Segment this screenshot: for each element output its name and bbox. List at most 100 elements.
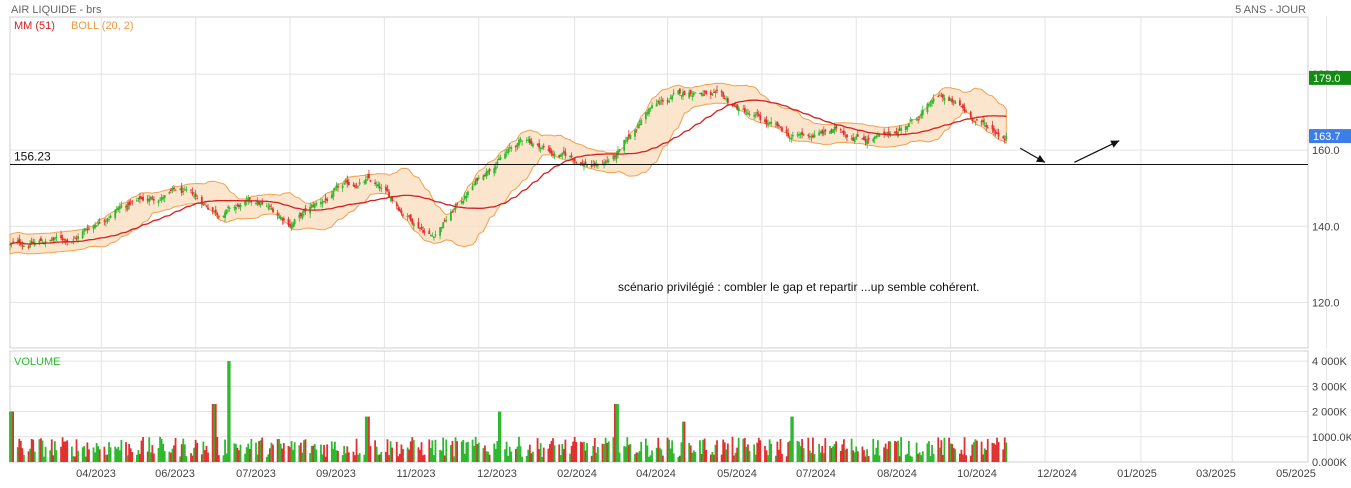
- volume-bar: [558, 444, 561, 462]
- volume-bar: [135, 454, 138, 462]
- volume-bar: [313, 444, 316, 462]
- volume-bar: [996, 437, 998, 462]
- candle-body: [606, 160, 609, 162]
- candle-body: [615, 153, 618, 160]
- candle-body: [53, 237, 56, 240]
- candle-body: [965, 110, 967, 112]
- volume-bar: [92, 447, 95, 462]
- candle-body: [225, 209, 228, 214]
- candle-body: [627, 134, 630, 137]
- candle-body: [626, 136, 629, 142]
- candle-body: [163, 195, 166, 198]
- candle-body: [298, 214, 301, 218]
- volume-bar: [12, 411, 14, 462]
- volume-bar: [43, 456, 45, 462]
- volume-bar: [465, 442, 468, 462]
- candle-body: [688, 92, 691, 98]
- volume-bar: [951, 444, 954, 462]
- volume-bar: [202, 441, 205, 462]
- candle-body: [790, 138, 793, 140]
- candle-body: [270, 207, 273, 210]
- volume-bar: [672, 453, 675, 462]
- candle-body: [278, 216, 281, 219]
- volume-bar: [352, 451, 355, 462]
- volume-bar: [16, 447, 19, 462]
- volume-bar: [234, 443, 237, 462]
- volume-bar: [227, 361, 230, 462]
- candle-body: [443, 220, 446, 222]
- volume-bar: [570, 445, 573, 462]
- volume-bar: [980, 441, 983, 462]
- volume-bar: [225, 453, 228, 462]
- candle-body: [680, 95, 683, 97]
- volume-bar: [432, 455, 435, 462]
- volume-bar: [211, 403, 214, 462]
- volume-bar: [875, 447, 878, 462]
- candle-body: [333, 188, 336, 191]
- volume-bar: [833, 443, 836, 462]
- price-tick-label: 160.0: [1312, 145, 1340, 157]
- volume-bar: [906, 453, 909, 462]
- volume-bar: [976, 440, 978, 462]
- candle-body: [612, 155, 615, 160]
- candle-body: [148, 198, 151, 203]
- volume-bar: [86, 442, 89, 462]
- volume-bar: [363, 454, 366, 462]
- volume-bar: [347, 452, 350, 462]
- candle-body: [103, 220, 106, 222]
- volume-bar: [200, 454, 203, 462]
- candle-body: [191, 191, 194, 195]
- candle-body: [117, 207, 120, 211]
- volume-bar: [518, 436, 520, 462]
- candle-body: [412, 223, 415, 227]
- volume-bar: [937, 437, 940, 462]
- candle-body: [169, 189, 172, 192]
- candle-body: [420, 226, 423, 230]
- volume-bar: [909, 455, 912, 462]
- candle-body: [983, 122, 986, 124]
- time-tick-label: 05/2025: [1276, 468, 1316, 480]
- candle-body: [86, 228, 89, 231]
- volume-bar: [114, 446, 117, 462]
- bollinger-legend: BOLL (20, 2): [71, 20, 134, 32]
- volume-bar: [733, 455, 735, 462]
- candle-body: [337, 186, 339, 188]
- moving-average-legend: MM (51): [14, 20, 55, 32]
- candle-body: [768, 122, 771, 124]
- volume-bar: [397, 456, 400, 462]
- volume-bar: [180, 444, 183, 462]
- candle-body: [194, 193, 197, 197]
- candle-body: [525, 139, 528, 141]
- candle-body: [853, 139, 856, 143]
- volume-bar: [884, 443, 887, 462]
- volume-bar: [88, 449, 90, 462]
- candle-body: [572, 159, 575, 161]
- volume-bar: [18, 438, 21, 462]
- candle-body: [629, 134, 632, 139]
- volume-bar: [70, 446, 73, 462]
- candle-body: [261, 201, 264, 205]
- volume-bar: [256, 454, 259, 462]
- volume-bar: [493, 443, 496, 462]
- time-tick-label: 08/2024: [877, 468, 917, 480]
- volume-bar: [756, 442, 759, 462]
- volume-bar: [485, 451, 488, 462]
- volume-bar: [474, 436, 477, 462]
- candle-body: [504, 153, 506, 159]
- candle-body: [369, 180, 372, 182]
- candle-body: [431, 235, 434, 237]
- volume-bar: [109, 447, 112, 462]
- volume-bar: [853, 452, 856, 462]
- candle-body: [408, 215, 411, 217]
- volume-bar: [191, 455, 194, 462]
- volume-bar: [562, 448, 565, 462]
- volume-bar: [798, 441, 800, 462]
- volume-bar: [753, 444, 756, 462]
- candle-body: [238, 204, 240, 208]
- volume-bar: [213, 403, 216, 462]
- candle-body: [900, 127, 903, 131]
- volume-bar: [993, 443, 995, 462]
- volume-bar: [378, 454, 381, 462]
- candle-body: [634, 130, 636, 137]
- candle-body: [648, 108, 650, 115]
